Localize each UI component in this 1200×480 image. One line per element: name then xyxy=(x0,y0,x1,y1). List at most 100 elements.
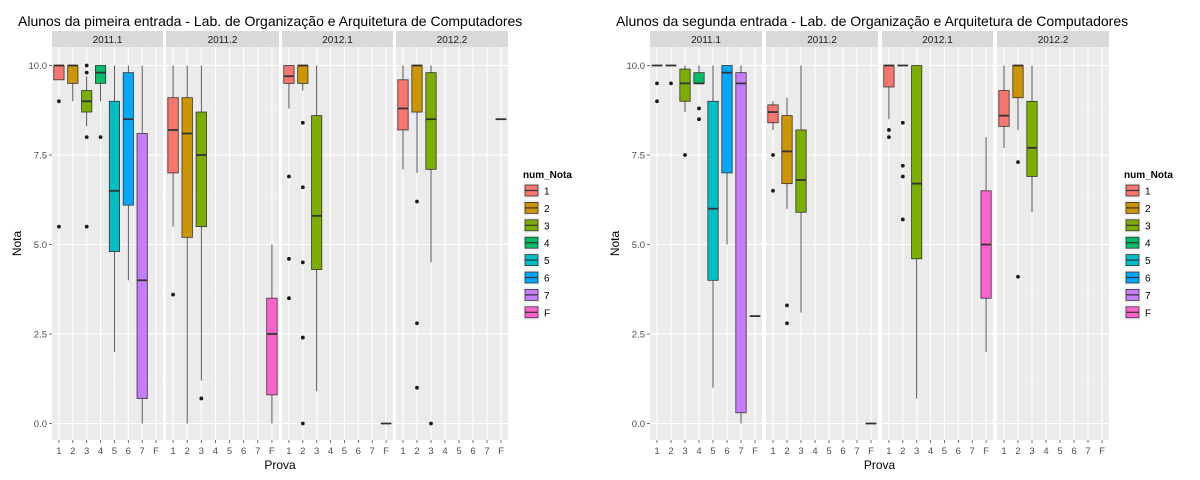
x-tick-label: 3 xyxy=(914,446,919,457)
y-tick-label: 5.0 xyxy=(632,240,645,251)
y-tick-label: 10.0 xyxy=(627,61,646,72)
box xyxy=(425,72,437,170)
facet-strip xyxy=(882,31,993,47)
chart-title: Alunos da segunda entrada - Lab. de Orga… xyxy=(616,13,1128,29)
outlier-point xyxy=(429,421,433,426)
box xyxy=(122,72,134,206)
box xyxy=(283,65,295,84)
outlier-point xyxy=(785,303,789,308)
x-tick-label: 1 xyxy=(654,446,659,457)
facet-label: 2011.1 xyxy=(93,35,123,46)
panel-background xyxy=(282,47,393,440)
x-tick-label: 2 xyxy=(668,446,673,457)
outlier-point xyxy=(287,256,291,261)
x-tick-label: F xyxy=(1099,446,1105,457)
x-tick-label: 7 xyxy=(854,446,859,457)
x-tick-label: F xyxy=(752,446,758,457)
x-tick-label: 2 xyxy=(300,446,305,457)
facet-label: 2011.2 xyxy=(208,35,238,46)
outlier-point xyxy=(300,120,305,125)
x-axis-title: Prova xyxy=(864,458,896,472)
x-tick-label: 1 xyxy=(1001,446,1006,457)
box xyxy=(67,65,79,84)
x-tick-label: 4 xyxy=(812,446,817,457)
box xyxy=(679,68,691,102)
outlier-point xyxy=(415,321,419,326)
x-tick-label: 4 xyxy=(696,446,701,457)
x-tick-label: 7 xyxy=(255,446,260,457)
x-tick-label: 6 xyxy=(724,446,729,457)
x-tick-label: 6 xyxy=(241,446,246,457)
legend-label: 4 xyxy=(544,239,550,250)
outlier-point xyxy=(900,217,905,222)
facet-strip xyxy=(997,31,1109,47)
x-tick-label: 5 xyxy=(456,446,461,457)
outlier-point xyxy=(287,174,291,179)
box xyxy=(693,72,705,84)
facet-strip xyxy=(766,31,878,47)
legend-label: 7 xyxy=(1145,291,1151,302)
panel-background xyxy=(396,47,508,440)
box xyxy=(767,104,779,124)
box xyxy=(397,79,409,131)
box xyxy=(95,65,107,84)
plot-second-entry: Alunos da segunda entrada - Lab. de Orga… xyxy=(608,13,1173,472)
box xyxy=(735,72,747,414)
outlier-point xyxy=(57,99,61,104)
legend-label: 6 xyxy=(1145,274,1151,285)
x-tick-label: 3 xyxy=(798,446,803,457)
x-tick-label: 4 xyxy=(213,446,218,457)
facet-label: 2012.2 xyxy=(1038,35,1069,46)
box xyxy=(781,115,793,185)
outlier-point xyxy=(887,128,891,132)
plot-first-entry: Alunos da pimeira entrada - Lab. de Orga… xyxy=(10,13,572,472)
y-tick-label: 10.0 xyxy=(29,61,48,72)
legend-label: F xyxy=(1145,308,1151,319)
y-tick-label: 5.0 xyxy=(34,240,47,251)
legend-label: F xyxy=(544,308,550,319)
box xyxy=(721,65,733,174)
x-tick-label: 3 xyxy=(314,446,319,457)
box xyxy=(1012,65,1024,99)
x-tick-label: F xyxy=(498,446,504,457)
outlier-point xyxy=(697,106,701,111)
panel-background xyxy=(997,47,1109,440)
legend-label: 5 xyxy=(1145,256,1151,267)
legend-label: 2 xyxy=(544,204,550,215)
legend-title: num_Nota xyxy=(523,170,572,181)
y-axis-title: Nota xyxy=(10,231,24,257)
outlier-point xyxy=(655,81,659,86)
outlier-point xyxy=(900,120,905,125)
x-tick-label: 5 xyxy=(112,446,117,457)
x-tick-label: 3 xyxy=(199,446,204,457)
facet-strip xyxy=(282,31,393,47)
box xyxy=(108,100,120,253)
y-tick-label: 2.5 xyxy=(34,330,47,341)
x-tick-label: 7 xyxy=(484,446,489,457)
outlier-point xyxy=(300,260,305,265)
outlier-point xyxy=(57,224,61,229)
outlier-point xyxy=(98,135,103,140)
x-tick-label: 1 xyxy=(286,446,291,457)
x-tick-label: 7 xyxy=(738,446,743,457)
box xyxy=(266,297,278,396)
outlier-point xyxy=(771,153,775,157)
x-tick-label: 5 xyxy=(826,446,831,457)
panel-background xyxy=(766,47,878,440)
x-tick-label: 2 xyxy=(70,446,75,457)
y-tick-label: 0.0 xyxy=(34,419,47,430)
box xyxy=(311,115,323,270)
x-tick-label: 5 xyxy=(342,446,347,457)
legend-label: 5 xyxy=(544,256,550,267)
facet-strip xyxy=(650,31,762,47)
x-tick-label: F xyxy=(383,446,389,457)
outlier-point xyxy=(300,185,305,190)
x-tick-label: 1 xyxy=(170,446,175,457)
outlier-point xyxy=(287,296,291,301)
x-tick-label: 7 xyxy=(370,446,375,457)
x-tick-label: 7 xyxy=(970,446,975,457)
x-tick-label: 3 xyxy=(84,446,89,457)
legend-label: 6 xyxy=(544,274,550,285)
box xyxy=(883,65,895,88)
